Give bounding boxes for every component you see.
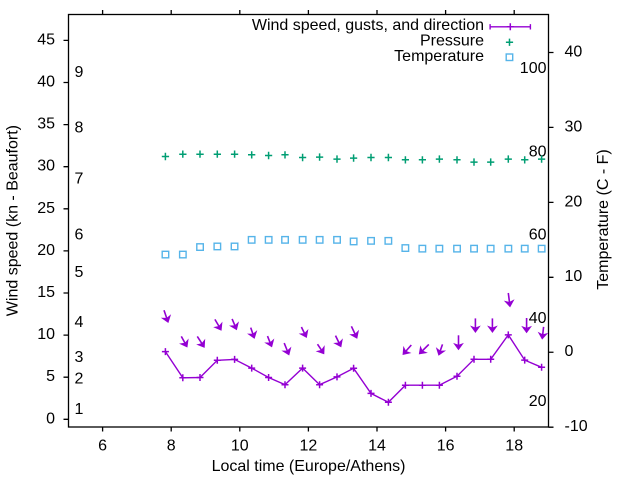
svg-text:40: 40 <box>529 310 547 327</box>
svg-text:Wind speed, gusts, and directi: Wind speed, gusts, and direction <box>252 17 484 34</box>
svg-text:1: 1 <box>75 401 84 418</box>
svg-text:20: 20 <box>565 193 583 210</box>
svg-text:10: 10 <box>37 326 55 343</box>
svg-text:8: 8 <box>167 438 176 455</box>
svg-text:3: 3 <box>75 349 84 366</box>
svg-text:4: 4 <box>75 314 84 331</box>
svg-text:20: 20 <box>529 393 547 410</box>
svg-text:25: 25 <box>37 200 55 217</box>
svg-text:5: 5 <box>75 264 84 281</box>
svg-text:0: 0 <box>46 410 55 427</box>
svg-text:18: 18 <box>505 438 523 455</box>
svg-text:30: 30 <box>37 158 55 175</box>
svg-text:100: 100 <box>520 60 547 77</box>
svg-text:Temperature: Temperature <box>394 48 484 65</box>
svg-text:5: 5 <box>46 368 55 385</box>
svg-text:Pressure: Pressure <box>420 33 484 50</box>
svg-text:10: 10 <box>565 268 583 285</box>
svg-text:20: 20 <box>37 242 55 259</box>
svg-text:Temperature (C - F): Temperature (C - F) <box>595 149 612 289</box>
svg-text:Wind speed (kn - Beaufort): Wind speed (kn - Beaufort) <box>5 125 22 316</box>
svg-text:12: 12 <box>300 438 318 455</box>
svg-text:35: 35 <box>37 116 55 133</box>
svg-text:16: 16 <box>437 438 455 455</box>
svg-text:7: 7 <box>75 170 84 187</box>
svg-text:14: 14 <box>368 438 386 455</box>
svg-text:40: 40 <box>37 74 55 91</box>
svg-text:0: 0 <box>565 343 574 360</box>
svg-text:60: 60 <box>529 227 547 244</box>
svg-text:Local time (Europe/Athens): Local time (Europe/Athens) <box>212 458 406 475</box>
svg-text:10: 10 <box>231 438 249 455</box>
svg-text:-10: -10 <box>565 418 588 435</box>
svg-text:15: 15 <box>37 284 55 301</box>
svg-text:6: 6 <box>98 438 107 455</box>
svg-text:45: 45 <box>37 31 55 48</box>
svg-text:30: 30 <box>565 118 583 135</box>
svg-text:40: 40 <box>565 43 583 60</box>
svg-text:2: 2 <box>75 370 84 387</box>
svg-text:6: 6 <box>75 226 84 243</box>
svg-text:8: 8 <box>75 120 84 137</box>
svg-text:80: 80 <box>529 143 547 160</box>
svg-text:9: 9 <box>75 64 84 81</box>
